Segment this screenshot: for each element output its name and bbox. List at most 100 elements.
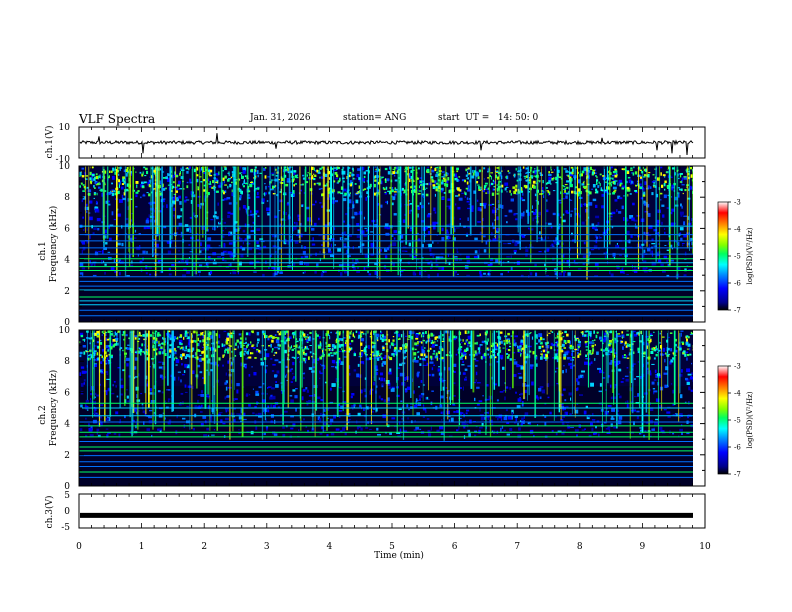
noise-cell	[465, 339, 468, 343]
hot-cell	[466, 181, 469, 185]
noise-cell	[301, 245, 303, 249]
noise-cell	[475, 371, 478, 376]
noise-cell	[481, 340, 485, 344]
noise-cell	[494, 237, 499, 241]
noise-cell	[597, 185, 600, 188]
hot-cell	[328, 343, 331, 347]
noise-cell	[688, 240, 690, 244]
hot-cell	[328, 353, 331, 356]
noise-cell	[598, 247, 600, 250]
noise-cell	[567, 425, 570, 429]
noise-cell	[270, 343, 272, 348]
noise-cell	[479, 208, 483, 212]
hot-cell	[466, 174, 469, 176]
noise-cell	[602, 377, 606, 379]
noise-cell	[320, 187, 323, 190]
noise-cell	[416, 399, 419, 402]
noise-cell	[428, 398, 430, 400]
noise-cell	[475, 364, 478, 367]
noise-cell	[438, 266, 441, 270]
hot-cell	[563, 168, 567, 170]
hot-cell	[239, 172, 242, 175]
hot-cell	[458, 193, 460, 197]
hot-cell	[686, 338, 688, 342]
noise-cell	[639, 433, 642, 435]
noise-cell	[438, 366, 441, 368]
noise-cell	[547, 396, 550, 399]
hot-cell	[221, 343, 224, 347]
noise-cell	[186, 270, 190, 274]
noise-cell	[412, 271, 416, 275]
hot-cell	[405, 356, 407, 358]
hot-cell	[319, 167, 322, 170]
noise-cell	[432, 241, 434, 244]
noise-cell	[213, 429, 216, 431]
noise-cell	[218, 185, 223, 188]
noise-cell	[184, 391, 188, 393]
noise-cell	[347, 419, 350, 422]
noise-cell	[266, 393, 268, 395]
noise-cell	[520, 423, 523, 427]
hot-cell	[617, 340, 619, 342]
hot-cell	[366, 191, 368, 194]
noise-cell	[217, 202, 219, 206]
hot-cell	[85, 178, 88, 180]
noise-cell	[423, 384, 425, 386]
noise-cell	[105, 428, 109, 430]
noise-cell	[202, 415, 207, 419]
noise-cell	[141, 403, 144, 406]
hot-cell	[441, 181, 444, 185]
noise-cell	[207, 178, 210, 182]
noise-cell	[461, 364, 465, 366]
noise-cell	[86, 409, 89, 411]
noise-cell	[625, 401, 627, 405]
noise-cell	[534, 169, 537, 173]
noise-cell	[320, 363, 322, 366]
hot-cell	[244, 350, 247, 353]
noise-cell	[316, 396, 321, 400]
noise-cell	[214, 259, 216, 261]
noise-cell	[676, 266, 681, 271]
noise-cell	[111, 392, 115, 395]
hot-cell	[413, 352, 417, 356]
hot-cell	[596, 176, 598, 179]
noise-cell	[272, 272, 275, 277]
hot-cell	[379, 353, 381, 356]
noise-cell	[286, 178, 291, 182]
noise-cell	[105, 363, 107, 365]
hot-cell	[403, 356, 406, 360]
noise-cell	[448, 205, 451, 210]
hot-cell	[495, 171, 499, 173]
noise-cell	[250, 229, 255, 233]
noise-cell	[666, 411, 671, 414]
hot-cell	[393, 191, 397, 193]
hot-cell	[135, 191, 139, 194]
hot-cell	[466, 347, 469, 350]
hot-cell	[143, 181, 147, 184]
noise-cell	[449, 435, 453, 437]
noise-cell	[614, 384, 617, 386]
hot-cell	[480, 356, 483, 359]
noise-cell	[539, 396, 542, 399]
noise-cell	[117, 242, 121, 246]
noise-cell	[271, 387, 275, 390]
noise-cell	[81, 370, 86, 374]
hot-cell	[403, 189, 406, 193]
noise-cell	[292, 389, 296, 392]
noise-cell	[100, 372, 104, 374]
hot-cell	[642, 176, 646, 178]
noise-cell	[142, 250, 146, 254]
noise-cell	[595, 228, 598, 231]
hot-cell	[533, 185, 536, 189]
noise-cell	[110, 343, 113, 347]
hot-cell	[152, 337, 155, 340]
noise-cell	[383, 357, 387, 359]
noise-cell	[266, 200, 269, 202]
noise-cell	[384, 248, 388, 252]
hot-cell	[414, 348, 417, 351]
noise-cell	[206, 427, 210, 431]
hot-cell	[643, 351, 646, 355]
hot-cell	[545, 187, 548, 189]
noise-cell	[121, 242, 124, 247]
noise-cell	[197, 204, 200, 207]
